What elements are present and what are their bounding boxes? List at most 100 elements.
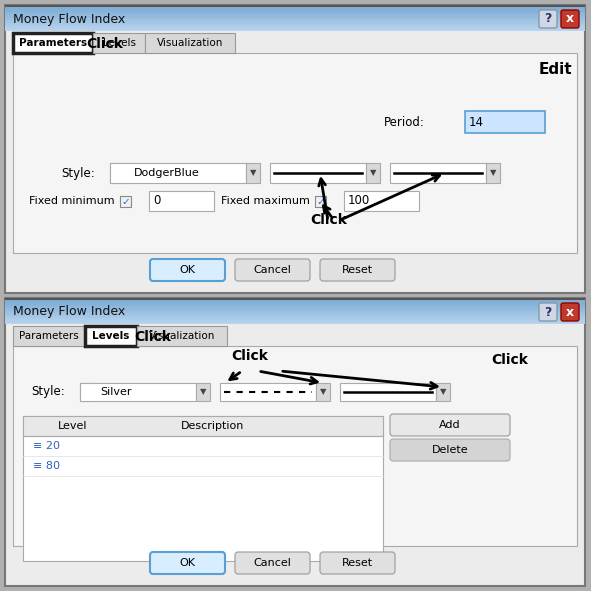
FancyBboxPatch shape xyxy=(235,552,310,574)
Text: ?: ? xyxy=(544,306,551,319)
Bar xyxy=(246,163,260,183)
Text: ▼: ▼ xyxy=(440,388,446,397)
Text: Description: Description xyxy=(181,421,245,431)
FancyBboxPatch shape xyxy=(320,259,395,281)
Text: ≡ 20: ≡ 20 xyxy=(33,441,60,451)
FancyBboxPatch shape xyxy=(390,439,510,461)
Text: Levels: Levels xyxy=(102,38,135,48)
Text: Cancel: Cancel xyxy=(254,558,291,568)
Bar xyxy=(5,20,585,21)
Bar xyxy=(85,326,137,346)
Bar xyxy=(5,298,585,300)
Text: x: x xyxy=(566,12,574,25)
Text: Levels: Levels xyxy=(92,331,129,341)
Text: Style:: Style: xyxy=(61,167,95,180)
Bar xyxy=(5,8,585,9)
Bar xyxy=(137,326,227,346)
Bar xyxy=(5,21,585,22)
Bar xyxy=(5,15,585,17)
Text: Parameters: Parameters xyxy=(19,331,79,341)
Bar xyxy=(5,11,585,13)
Text: Visualization: Visualization xyxy=(157,38,223,48)
Text: Period:: Period: xyxy=(384,115,425,128)
Text: Money Flow Index: Money Flow Index xyxy=(13,12,125,25)
Bar xyxy=(5,14,585,15)
Bar xyxy=(5,22,585,24)
Text: Edit: Edit xyxy=(538,61,572,76)
Text: Silver: Silver xyxy=(100,387,132,397)
Text: Add: Add xyxy=(439,420,461,430)
Bar xyxy=(23,416,383,561)
Bar xyxy=(5,303,585,305)
Bar xyxy=(13,33,93,53)
Bar xyxy=(5,12,585,14)
Bar xyxy=(23,416,383,436)
Bar xyxy=(5,28,585,30)
Bar xyxy=(5,311,585,313)
Bar xyxy=(5,5,585,293)
Bar xyxy=(5,16,585,18)
Bar xyxy=(340,383,436,401)
Bar xyxy=(120,196,131,207)
FancyBboxPatch shape xyxy=(539,303,557,321)
FancyBboxPatch shape xyxy=(561,10,579,28)
Bar xyxy=(220,383,316,401)
Text: Money Flow Index: Money Flow Index xyxy=(13,306,125,319)
Bar xyxy=(5,314,585,316)
Text: ▼: ▼ xyxy=(490,168,496,177)
FancyBboxPatch shape xyxy=(320,552,395,574)
Bar xyxy=(5,17,585,19)
Bar xyxy=(5,308,585,310)
Text: ▼: ▼ xyxy=(200,388,206,397)
Text: Fixed minimum: Fixed minimum xyxy=(30,196,115,206)
Text: 14: 14 xyxy=(469,115,484,128)
Bar xyxy=(5,310,585,312)
Text: ?: ? xyxy=(544,12,551,25)
Bar xyxy=(80,383,196,401)
Text: ✓: ✓ xyxy=(121,196,130,206)
Bar xyxy=(5,24,585,26)
Bar xyxy=(13,326,85,346)
Bar xyxy=(145,33,235,53)
Bar xyxy=(5,27,585,28)
Bar xyxy=(5,25,585,27)
Bar xyxy=(366,163,380,183)
Bar xyxy=(5,320,585,322)
Bar xyxy=(5,316,585,318)
Bar xyxy=(13,346,577,546)
Bar xyxy=(5,315,585,317)
Text: ▼: ▼ xyxy=(320,388,326,397)
Bar xyxy=(110,163,130,183)
Bar xyxy=(5,302,585,304)
Bar xyxy=(5,300,585,301)
Text: Reset: Reset xyxy=(342,265,373,275)
Bar xyxy=(5,301,585,303)
Bar xyxy=(80,383,96,401)
Bar xyxy=(390,163,486,183)
Bar xyxy=(5,298,585,586)
Bar xyxy=(5,23,585,25)
Bar xyxy=(110,163,246,183)
Bar xyxy=(5,30,585,31)
Text: OK: OK xyxy=(180,558,196,568)
FancyBboxPatch shape xyxy=(150,552,225,574)
Text: Cancel: Cancel xyxy=(254,265,291,275)
Text: Parameters: Parameters xyxy=(19,38,87,48)
Bar xyxy=(5,304,585,306)
FancyBboxPatch shape xyxy=(235,259,310,281)
Bar xyxy=(465,111,545,133)
Bar xyxy=(5,313,585,314)
Text: Click: Click xyxy=(492,353,528,367)
Bar xyxy=(270,163,366,183)
Text: DodgerBlue: DodgerBlue xyxy=(134,168,200,178)
Text: Fixed maximum: Fixed maximum xyxy=(221,196,310,206)
Bar xyxy=(436,383,450,401)
Text: Level: Level xyxy=(59,421,87,431)
Text: ✓: ✓ xyxy=(316,196,325,206)
Bar xyxy=(5,7,585,8)
Text: Click: Click xyxy=(135,330,171,344)
Bar xyxy=(344,191,419,211)
Text: Reset: Reset xyxy=(342,558,373,568)
Bar xyxy=(93,33,145,53)
Bar xyxy=(486,163,500,183)
